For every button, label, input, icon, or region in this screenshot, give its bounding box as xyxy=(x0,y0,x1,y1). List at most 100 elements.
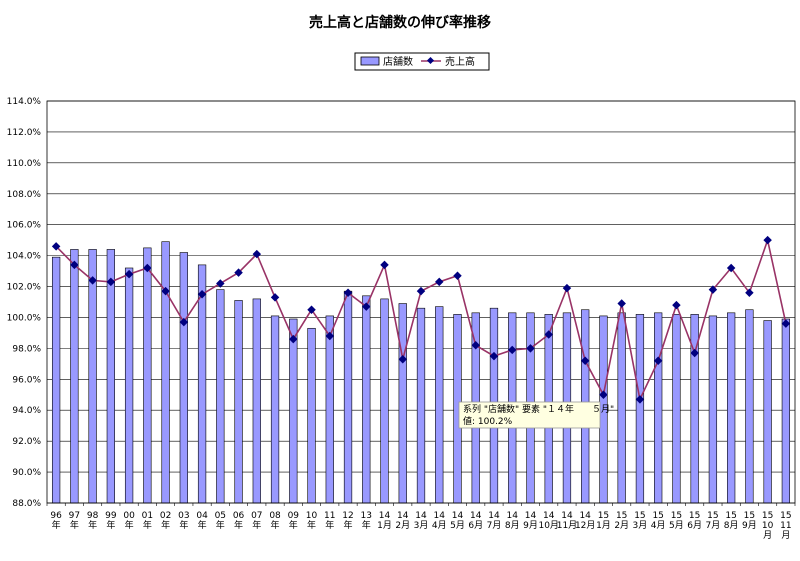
point-sales[interactable] xyxy=(453,271,462,280)
chart-legend[interactable]: 店舗数 売上高 xyxy=(354,52,490,71)
point-sales[interactable] xyxy=(745,288,754,297)
point-sales[interactable] xyxy=(562,283,572,293)
point-sales[interactable] xyxy=(362,302,371,311)
bar-stores[interactable] xyxy=(617,312,626,504)
x-tick-label-line: 9月 xyxy=(742,520,757,531)
x-tick-label: 05 年 xyxy=(215,511,226,531)
point-sales[interactable] xyxy=(653,356,663,365)
point-sales[interactable] xyxy=(489,351,499,361)
x-tick-label-line: 年 xyxy=(234,519,243,531)
point-sales[interactable] xyxy=(544,330,553,339)
x-tick-label-line: 年 xyxy=(143,519,152,531)
point-sales[interactable] xyxy=(599,390,608,400)
bar-stores[interactable] xyxy=(672,314,681,504)
point-sales[interactable] xyxy=(161,286,170,296)
x-tick-label-line: 15 xyxy=(652,511,663,521)
point-sales[interactable] xyxy=(471,341,480,350)
bar-stores[interactable] xyxy=(179,252,188,504)
bar-stores[interactable] xyxy=(216,289,225,504)
point-sales[interactable] xyxy=(580,356,590,365)
bar-stores[interactable] xyxy=(654,312,663,504)
x-tick-label-line: 06 xyxy=(233,511,245,521)
bar-stores[interactable] xyxy=(708,315,718,504)
y-tick-label: 108.0% xyxy=(7,190,42,200)
point-sales[interactable] xyxy=(343,288,353,297)
bar-stores[interactable] xyxy=(51,256,61,504)
x-tick-label-line: 5月 xyxy=(669,520,684,531)
point-sales[interactable] xyxy=(763,235,772,245)
bar-stores[interactable] xyxy=(106,249,115,504)
bar-stores[interactable] xyxy=(727,312,736,504)
bar-stores[interactable] xyxy=(307,327,316,504)
point-sales[interactable] xyxy=(88,276,97,285)
x-tick-label-line: 年 xyxy=(52,519,61,531)
point-sales[interactable] xyxy=(726,263,736,273)
x-tick-label: 15 9月 xyxy=(742,511,757,531)
series-stores-bars[interactable] xyxy=(51,241,791,504)
point-sales[interactable] xyxy=(179,317,189,327)
bar-stores[interactable] xyxy=(763,320,772,504)
point-sales[interactable] xyxy=(617,299,626,308)
point-sales[interactable] xyxy=(635,395,645,404)
x-tick-label: 14 10月 xyxy=(538,511,558,531)
x-tick-label-line: 年 xyxy=(325,519,334,531)
point-sales[interactable] xyxy=(398,354,407,364)
point-sales[interactable] xyxy=(143,263,152,273)
x-tick-label-line: 2月 xyxy=(395,520,410,531)
bar-stores[interactable] xyxy=(252,298,261,504)
point-sales[interactable] xyxy=(672,300,681,310)
point-sales[interactable] xyxy=(416,286,426,296)
point-sales[interactable] xyxy=(781,319,791,328)
point-sales[interactable] xyxy=(708,285,718,294)
bar-stores[interactable] xyxy=(197,264,207,504)
point-sales[interactable] xyxy=(216,279,225,288)
x-tick-label-line: 15 xyxy=(762,511,773,521)
bar-stores[interactable] xyxy=(416,307,426,504)
point-sales[interactable] xyxy=(307,305,316,314)
bar-stores[interactable] xyxy=(781,318,791,504)
bar-stores[interactable] xyxy=(234,300,243,504)
point-sales[interactable] xyxy=(289,334,298,344)
x-tick-label: 14 12月 xyxy=(575,511,595,531)
x-tick-label-line: 年 xyxy=(179,519,188,531)
bar-stores[interactable] xyxy=(343,290,353,504)
bar-stores[interactable] xyxy=(88,249,97,504)
point-sales[interactable] xyxy=(124,269,134,279)
bar-stores[interactable] xyxy=(380,298,389,504)
bar-stores[interactable] xyxy=(362,295,371,504)
bar-stores[interactable] xyxy=(161,241,170,504)
x-tick-label: 00 年 xyxy=(123,511,135,531)
bar-stores[interactable] xyxy=(325,315,334,504)
point-sales[interactable] xyxy=(526,344,535,353)
point-sales[interactable] xyxy=(197,290,207,299)
y-tick-label: 114.0% xyxy=(7,97,42,107)
x-tick-label-line: 12 xyxy=(342,511,353,521)
bar-stores[interactable] xyxy=(398,303,407,504)
x-tick-label-line: 10 xyxy=(762,521,774,531)
plot-border xyxy=(46,100,796,504)
bar-stores[interactable] xyxy=(745,309,754,504)
point-sales[interactable] xyxy=(106,277,116,287)
x-tick-label-line: 14 xyxy=(561,511,573,521)
point-sales[interactable] xyxy=(435,277,444,287)
bar-stores[interactable] xyxy=(70,249,79,504)
bar-stores[interactable] xyxy=(635,314,645,504)
point-sales[interactable] xyxy=(690,348,699,358)
x-tick-label: 06 年 xyxy=(233,511,245,531)
bar-stores[interactable] xyxy=(289,318,298,504)
x-tick-label: 07 年 xyxy=(251,511,262,531)
point-sales[interactable] xyxy=(325,331,335,341)
bar-stores[interactable] xyxy=(124,267,134,504)
point-sales[interactable] xyxy=(380,260,389,270)
bar-stores[interactable] xyxy=(435,306,444,504)
point-sales[interactable] xyxy=(270,293,280,302)
point-sales[interactable] xyxy=(51,242,61,251)
x-tick-label-line: 年 xyxy=(161,519,170,531)
x-tick-label: 98 年 xyxy=(87,511,99,531)
point-sales[interactable] xyxy=(234,268,243,277)
point-sales[interactable] xyxy=(507,345,517,355)
bar-stores[interactable] xyxy=(270,315,280,504)
point-sales[interactable] xyxy=(70,260,79,270)
x-tick-label: 15 2月 xyxy=(614,511,629,531)
bar-stores[interactable] xyxy=(143,247,152,504)
